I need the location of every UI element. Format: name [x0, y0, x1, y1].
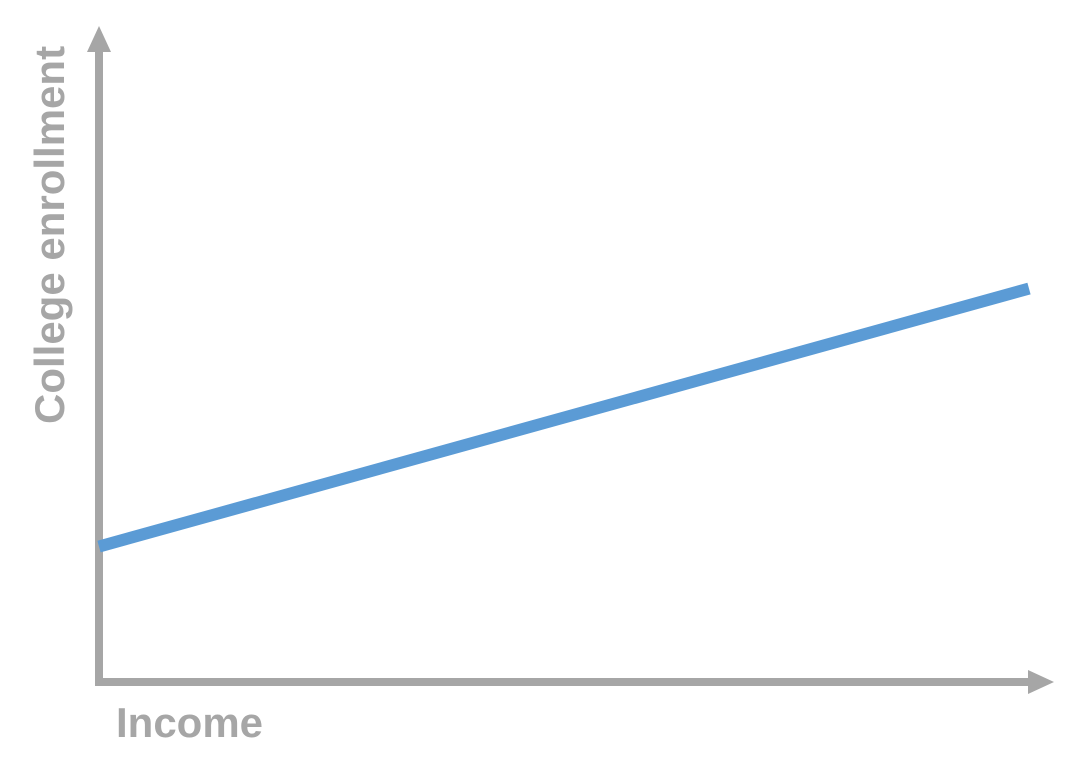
series-line-0	[97, 282, 1031, 553]
series-layer	[97, 282, 1031, 553]
x-axis-arrowhead	[1028, 670, 1054, 694]
x-axis-title: Income	[116, 699, 263, 746]
y-axis-arrowhead	[87, 26, 111, 52]
axes	[87, 26, 1054, 694]
y-axis-title: College enrollment	[26, 46, 73, 424]
